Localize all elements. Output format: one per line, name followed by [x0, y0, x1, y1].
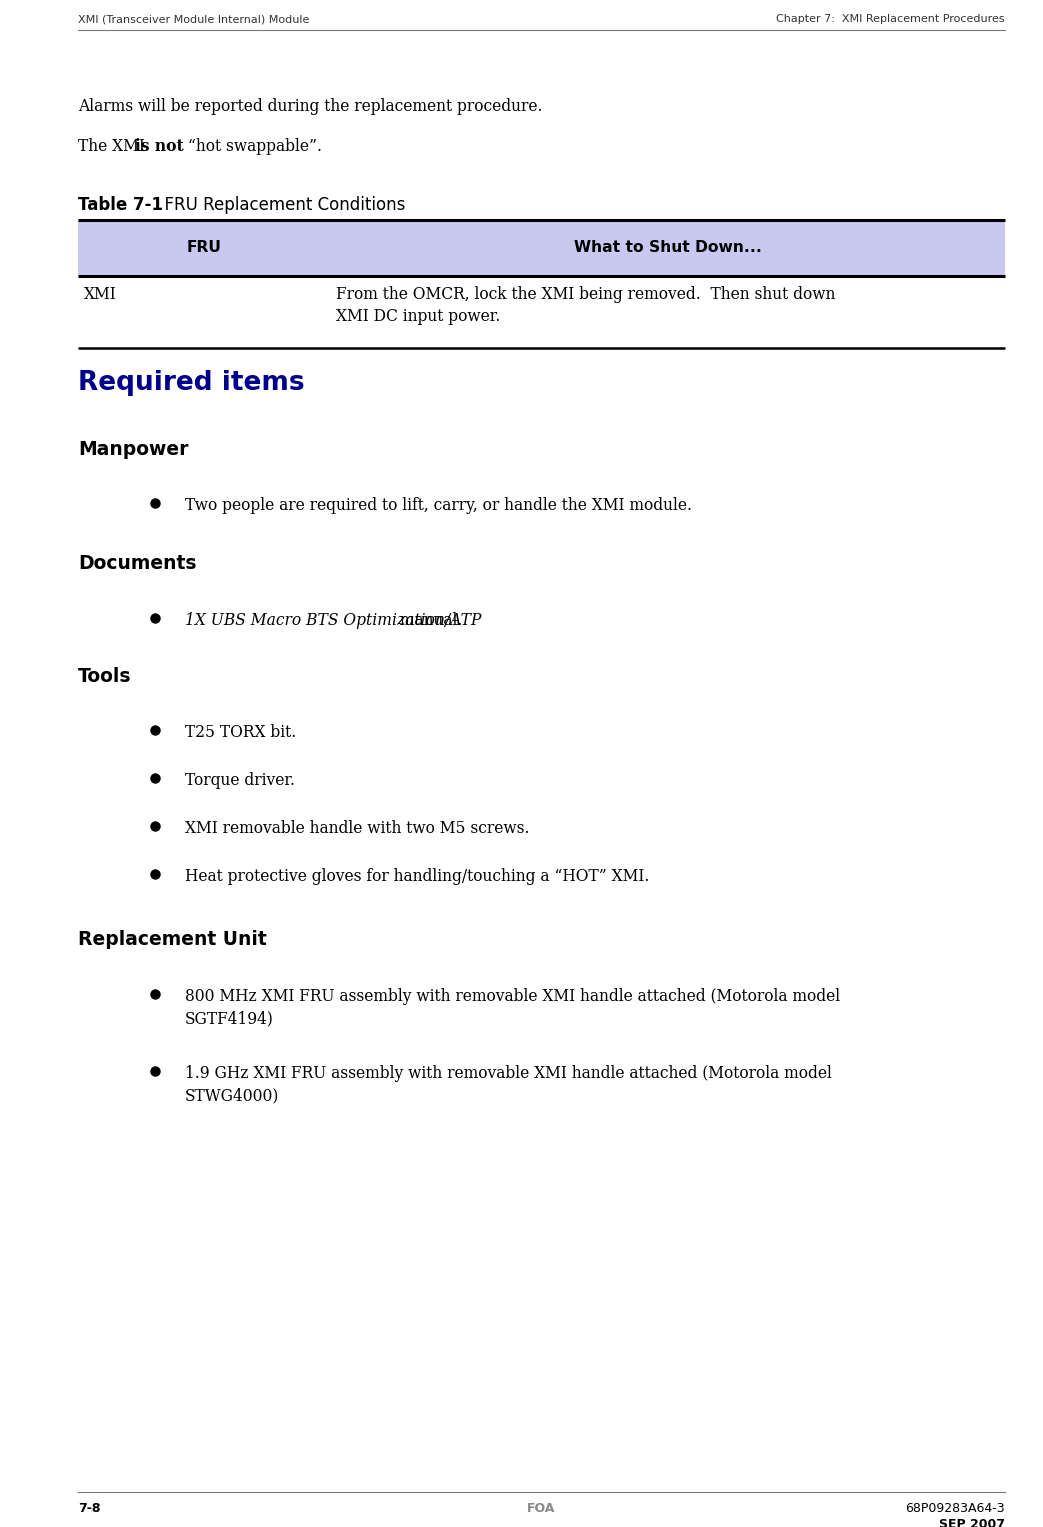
- Text: FRU: FRU: [187, 240, 221, 255]
- Text: “hot swappable”.: “hot swappable”.: [183, 137, 322, 156]
- Text: Tools: Tools: [78, 667, 131, 686]
- Text: FRU Replacement Conditions: FRU Replacement Conditions: [154, 195, 406, 214]
- Text: SGTF4194): SGTF4194): [185, 1009, 274, 1028]
- Text: Two people are required to lift, carry, or handle the XMI module.: Two people are required to lift, carry, …: [185, 496, 692, 515]
- Text: SEP 2007: SEP 2007: [939, 1518, 1005, 1527]
- Text: Heat protective gloves for handling/touching a “HOT” XMI.: Heat protective gloves for handling/touc…: [185, 867, 650, 886]
- Text: 68P09283A64-3: 68P09283A64-3: [905, 1503, 1005, 1515]
- Text: manual.: manual.: [394, 612, 462, 629]
- Text: XMI DC input power.: XMI DC input power.: [336, 308, 501, 325]
- Text: Alarms will be reported during the replacement procedure.: Alarms will be reported during the repla…: [78, 98, 542, 115]
- Text: Documents: Documents: [78, 554, 196, 573]
- Text: Table 7-1: Table 7-1: [78, 195, 163, 214]
- Text: Replacement Unit: Replacement Unit: [78, 930, 267, 948]
- Text: STWG4000): STWG4000): [185, 1087, 280, 1104]
- Text: The XMI: The XMI: [78, 137, 150, 156]
- Text: 7-8: 7-8: [78, 1503, 100, 1515]
- Text: Chapter 7:  XMI Replacement Procedures: Chapter 7: XMI Replacement Procedures: [776, 14, 1005, 24]
- Text: T25 TORX bit.: T25 TORX bit.: [185, 724, 296, 741]
- Text: XMI: XMI: [84, 286, 117, 302]
- Text: From the OMCR, lock the XMI being removed.  Then shut down: From the OMCR, lock the XMI being remove…: [336, 286, 835, 302]
- Text: XMI (Transceiver Module Internal) Module: XMI (Transceiver Module Internal) Module: [78, 14, 310, 24]
- Text: What to Shut Down...: What to Shut Down...: [574, 240, 761, 255]
- Bar: [78, 220, 1005, 276]
- Text: XMI removable handle with two M5 screws.: XMI removable handle with two M5 screws.: [185, 820, 530, 837]
- Text: 1X UBS Macro BTS Optimization/ATP: 1X UBS Macro BTS Optimization/ATP: [185, 612, 482, 629]
- Text: Required items: Required items: [78, 370, 305, 395]
- Text: 800 MHz XMI FRU assembly with removable XMI handle attached (Motorola model: 800 MHz XMI FRU assembly with removable …: [185, 988, 840, 1005]
- Text: FOA: FOA: [528, 1503, 556, 1515]
- Text: Torque driver.: Torque driver.: [185, 773, 295, 789]
- Text: Manpower: Manpower: [78, 440, 189, 460]
- Text: 1.9 GHz XMI FRU assembly with removable XMI handle attached (Motorola model: 1.9 GHz XMI FRU assembly with removable …: [185, 1064, 832, 1083]
- Text: is not: is not: [135, 137, 184, 156]
